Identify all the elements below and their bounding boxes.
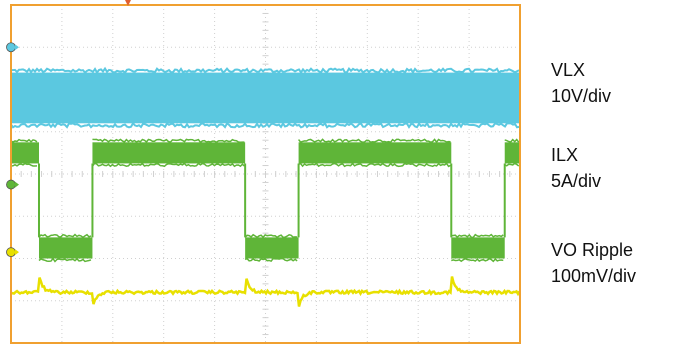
ilx-trace-noise [10, 138, 38, 143]
vlx-trace-noise-bottom [10, 121, 520, 129]
ilx-trace-noise [244, 257, 298, 263]
ilx-trace-noise [92, 138, 245, 144]
vlx-ground-marker [6, 42, 16, 53]
vo-ground-marker-arrow [15, 249, 19, 256]
ilx-trace-high [504, 142, 520, 164]
ilx-trace-noise [451, 257, 504, 263]
ilx-trace-low [245, 237, 299, 259]
vlx-trace-noise-top [10, 66, 520, 75]
vo-ripple-name: VO Ripple [551, 240, 634, 260]
ilx-trace-noise [38, 233, 92, 239]
ilx-trace-noise [244, 233, 298, 239]
vo-ripple-scale: 100mV/div [551, 266, 637, 286]
ilx-name: ILX [551, 145, 579, 165]
vlx-scale: 10V/div [551, 86, 612, 106]
ilx-trace-noise [91, 162, 245, 168]
ilx-trace-noise [298, 162, 451, 168]
ilx-trace-noise [451, 233, 504, 239]
oscilloscope-plot [6, 0, 521, 344]
ilx-ground-marker-arrow [15, 181, 19, 188]
ilx-trace-noise [504, 162, 520, 167]
trigger-marker [125, 0, 131, 6]
vlx-label: VLX 10V/div [551, 57, 611, 109]
ilx-label: ILX 5A/div [551, 142, 601, 194]
ilx-trace-low [451, 237, 505, 259]
ilx-trace-high [11, 142, 39, 164]
ilx-trace-noise [297, 138, 451, 144]
vo-ripple-trace [10, 276, 521, 307]
ilx-trace-high [298, 142, 452, 164]
vo-ground-marker [6, 247, 16, 258]
ilx-trace-noise [38, 257, 92, 263]
ilx-trace-high [92, 142, 246, 164]
ilx-ground-marker [6, 179, 16, 190]
plot-frame [10, 4, 521, 344]
vlx-trace [11, 72, 520, 124]
vo-ripple-label: VO Ripple 100mV/div [551, 237, 636, 289]
ilx-trace-noise [504, 138, 520, 143]
ilx-trace-noise [10, 162, 38, 167]
ilx-scale: 5A/div [551, 171, 602, 191]
vlx-name: VLX [551, 60, 586, 80]
vlx-ground-marker-arrow [15, 44, 19, 51]
ilx-trace-low [38, 237, 93, 259]
